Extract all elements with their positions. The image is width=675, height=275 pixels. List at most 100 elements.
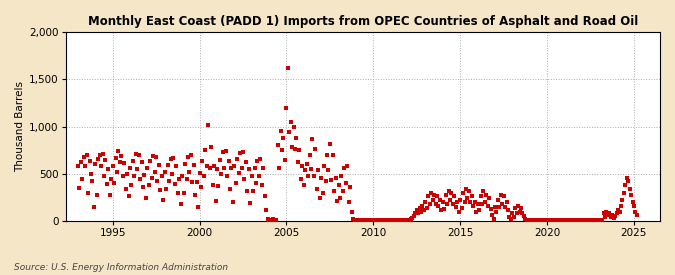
Point	[105, 192, 115, 197]
Point	[387, 218, 398, 222]
Point	[594, 218, 605, 223]
Point	[97, 152, 108, 156]
Point	[113, 149, 124, 153]
Point	[541, 218, 552, 223]
Point	[580, 218, 591, 222]
Point	[508, 215, 519, 219]
Point	[319, 164, 329, 168]
Point	[632, 213, 643, 218]
Point	[539, 218, 549, 223]
Point	[582, 218, 593, 223]
Point	[560, 218, 571, 222]
Point	[379, 218, 390, 222]
Point	[78, 155, 89, 159]
Point	[375, 218, 386, 222]
Point	[122, 172, 132, 176]
Point	[432, 194, 443, 199]
Point	[588, 218, 599, 223]
Point	[129, 174, 140, 178]
Point	[524, 218, 535, 222]
Point	[158, 198, 169, 202]
Title: Monthly East Coast (PADD 1) Imports from OPEC Countries of Asphalt and Road Oil: Monthly East Coast (PADD 1) Imports from…	[88, 15, 638, 28]
Point	[491, 209, 502, 214]
Point	[421, 206, 432, 210]
Point	[248, 189, 259, 193]
Point	[272, 143, 283, 148]
Point	[132, 167, 142, 171]
Point	[278, 136, 289, 140]
Point	[88, 205, 99, 209]
Point	[298, 183, 309, 187]
Point	[530, 218, 541, 222]
Point	[450, 205, 461, 209]
Point	[378, 218, 389, 222]
Point	[256, 183, 267, 187]
Point	[477, 202, 487, 206]
Point	[346, 209, 357, 214]
Point	[391, 218, 402, 222]
Point	[331, 199, 342, 204]
Point	[564, 218, 574, 222]
Point	[614, 209, 625, 214]
Point	[475, 194, 486, 199]
Point	[559, 218, 570, 223]
Point	[86, 172, 97, 176]
Point	[315, 196, 325, 200]
Point	[494, 205, 505, 209]
Point	[589, 218, 600, 222]
Point	[115, 160, 126, 165]
Point	[145, 159, 156, 164]
Point	[209, 164, 219, 168]
Point	[518, 214, 529, 219]
Point	[136, 160, 147, 165]
Point	[574, 218, 585, 223]
Point	[458, 191, 468, 195]
Point	[326, 178, 337, 183]
Point	[297, 164, 308, 168]
Point	[213, 184, 223, 188]
Point	[623, 179, 634, 183]
Point	[148, 154, 159, 158]
Point	[164, 179, 175, 183]
Point	[446, 191, 457, 195]
Point	[549, 218, 560, 222]
Point	[495, 192, 506, 197]
Point	[598, 211, 609, 216]
Point	[440, 192, 451, 197]
Point	[245, 201, 256, 205]
Point	[219, 166, 230, 170]
Point	[294, 148, 305, 152]
Point	[465, 200, 476, 204]
Point	[403, 218, 414, 222]
Point	[311, 187, 322, 191]
Point	[627, 200, 638, 204]
Point	[382, 218, 393, 222]
Point	[187, 180, 198, 185]
Point	[374, 218, 385, 222]
Point	[240, 160, 251, 165]
Point	[74, 186, 84, 190]
Point	[570, 218, 581, 223]
Point	[624, 187, 635, 191]
Point	[558, 218, 568, 222]
Point	[372, 218, 383, 222]
Point	[143, 183, 154, 187]
Point	[81, 153, 92, 157]
Point	[418, 208, 429, 212]
Point	[287, 145, 298, 150]
Point	[393, 218, 404, 222]
Point	[258, 166, 269, 170]
Point	[469, 200, 480, 204]
Point	[119, 161, 130, 166]
Point	[526, 218, 537, 222]
Point	[95, 153, 105, 157]
Point	[235, 151, 246, 155]
Point	[626, 192, 637, 197]
Point	[91, 192, 102, 197]
Point	[236, 166, 247, 170]
Point	[546, 218, 557, 222]
Point	[472, 202, 483, 206]
Point	[584, 218, 595, 222]
Point	[325, 142, 335, 147]
Point	[569, 218, 580, 222]
